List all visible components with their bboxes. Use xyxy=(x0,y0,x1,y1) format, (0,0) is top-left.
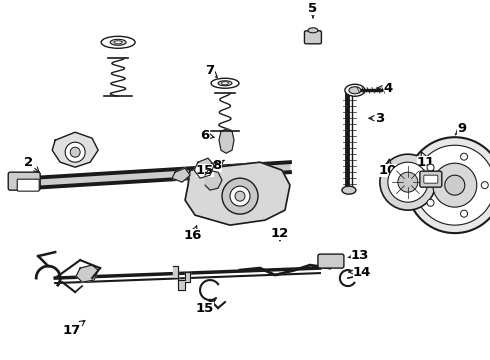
FancyBboxPatch shape xyxy=(8,172,40,190)
FancyBboxPatch shape xyxy=(17,179,39,191)
Circle shape xyxy=(388,162,428,202)
Text: 5: 5 xyxy=(308,2,318,18)
Text: 16: 16 xyxy=(184,226,202,242)
Polygon shape xyxy=(185,162,290,225)
Ellipse shape xyxy=(114,41,122,44)
Polygon shape xyxy=(205,170,222,190)
Text: 15: 15 xyxy=(196,163,217,177)
Ellipse shape xyxy=(349,87,361,94)
Circle shape xyxy=(461,210,467,217)
Ellipse shape xyxy=(101,36,135,48)
Text: 17: 17 xyxy=(63,320,85,337)
Circle shape xyxy=(445,175,465,195)
Ellipse shape xyxy=(218,81,232,86)
Text: 10: 10 xyxy=(379,159,397,177)
Circle shape xyxy=(461,153,467,160)
FancyBboxPatch shape xyxy=(424,175,438,183)
Text: 2: 2 xyxy=(24,156,39,172)
Ellipse shape xyxy=(221,82,228,85)
Circle shape xyxy=(380,154,436,210)
Text: 14: 14 xyxy=(349,266,371,279)
Circle shape xyxy=(230,186,250,206)
Circle shape xyxy=(65,142,85,162)
Circle shape xyxy=(427,164,434,171)
Circle shape xyxy=(222,178,258,214)
Ellipse shape xyxy=(110,39,126,45)
FancyBboxPatch shape xyxy=(304,31,321,44)
Circle shape xyxy=(415,145,490,225)
Ellipse shape xyxy=(308,28,318,33)
Polygon shape xyxy=(28,162,290,188)
Text: 4: 4 xyxy=(377,82,392,95)
Text: 15: 15 xyxy=(196,300,216,315)
Ellipse shape xyxy=(342,186,356,194)
Text: 12: 12 xyxy=(271,226,289,241)
Text: 9: 9 xyxy=(455,122,466,135)
Ellipse shape xyxy=(345,84,365,96)
Text: 8: 8 xyxy=(212,159,224,172)
Circle shape xyxy=(398,172,418,192)
Polygon shape xyxy=(219,129,234,153)
FancyBboxPatch shape xyxy=(420,171,442,187)
Polygon shape xyxy=(76,265,98,282)
Text: 13: 13 xyxy=(348,249,369,262)
Polygon shape xyxy=(173,266,190,290)
Polygon shape xyxy=(172,168,190,182)
Circle shape xyxy=(481,182,488,189)
Text: 3: 3 xyxy=(369,112,385,125)
Circle shape xyxy=(427,199,434,206)
Text: 11: 11 xyxy=(416,152,435,169)
FancyBboxPatch shape xyxy=(318,254,344,268)
Circle shape xyxy=(235,191,245,201)
Text: 6: 6 xyxy=(200,129,214,142)
Circle shape xyxy=(407,137,490,233)
Polygon shape xyxy=(52,132,98,167)
Circle shape xyxy=(433,163,477,207)
Text: 7: 7 xyxy=(205,64,217,77)
Circle shape xyxy=(70,147,80,157)
Ellipse shape xyxy=(211,78,239,88)
Polygon shape xyxy=(194,158,214,178)
